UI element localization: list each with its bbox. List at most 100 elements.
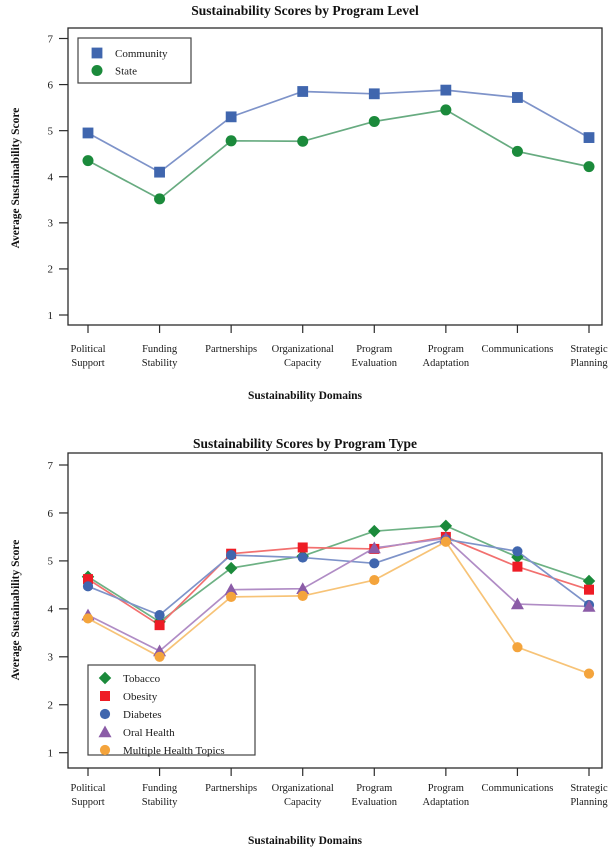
- x-tick-label: Program: [428, 783, 464, 794]
- data-point-state: [82, 155, 94, 167]
- x-tick-label: Support: [71, 797, 104, 808]
- x-tick-label: Support: [71, 358, 104, 369]
- x-tick-label: Strategic: [570, 783, 608, 794]
- series-line-obesity: [87, 536, 590, 627]
- data-point-tobacco: [439, 519, 453, 533]
- data-point-oral-health: [367, 541, 381, 554]
- series-line-oral-health: [87, 537, 590, 653]
- x-axis-title: Sustainability Domains: [247, 835, 363, 847]
- data-point-multiple-health-topics: [440, 536, 451, 547]
- x-tick-label: Evaluation: [352, 797, 398, 808]
- y-tick-label: 7: [48, 460, 54, 472]
- data-point-community: [368, 88, 380, 100]
- data-point-obesity: [512, 561, 523, 572]
- legend-label: Oral Health: [123, 727, 175, 739]
- data-point-obesity: [154, 620, 165, 631]
- data-point-oral-health: [296, 582, 310, 594]
- data-point-community: [512, 92, 523, 103]
- data-point-community: [82, 127, 94, 139]
- data-point-diabetes: [512, 546, 523, 557]
- y-tick-label: 1: [48, 310, 54, 322]
- x-tick-label: Evaluation: [352, 358, 398, 369]
- y-tick-label: 7: [48, 33, 54, 45]
- legend-marker-square: [100, 691, 110, 701]
- data-point-multiple-health-topics: [82, 613, 94, 624]
- data-point-oral-health: [224, 583, 238, 595]
- x-tick-label: Organizational: [272, 783, 334, 794]
- legend-box: [87, 664, 256, 756]
- x-tick-label: Program: [356, 783, 392, 794]
- legend-label: Diabetes: [123, 709, 161, 721]
- legend-label: Obesity: [123, 691, 158, 703]
- x-axis-title: Sustainability Domains: [247, 390, 363, 402]
- data-point-multiple-health-topics: [583, 668, 595, 679]
- y-axis-title: Average Sustainability Score: [10, 539, 22, 681]
- data-point-diabetes: [297, 552, 308, 563]
- legend-marker-circle: [99, 744, 111, 756]
- legend-marker-square: [91, 47, 103, 59]
- chart-title: Sustainability Scores by Program Level: [191, 3, 419, 18]
- data-point-diabetes: [369, 558, 380, 569]
- x-tick-label: Funding: [142, 344, 178, 355]
- data-point-community: [154, 166, 165, 178]
- y-tick-label: 2: [48, 264, 54, 276]
- x-tick-label: Partnerships: [205, 344, 257, 355]
- x-tick-label: Adaptation: [423, 358, 470, 369]
- data-point-multiple-health-topics: [369, 574, 380, 586]
- data-point-community: [583, 132, 595, 143]
- x-tick-label: Program: [356, 344, 392, 355]
- legend-marker-circle: [99, 708, 111, 720]
- data-point-state: [225, 135, 237, 147]
- series-line-state: [87, 109, 590, 200]
- y-tick-label: 1: [48, 748, 54, 760]
- series-line-multiple-health-topics: [87, 540, 590, 675]
- x-tick-label: Program: [428, 344, 464, 355]
- data-point-tobacco: [368, 524, 381, 538]
- data-point-obesity: [83, 574, 93, 585]
- program-level-chart: 1 2 3 4 5 6 7 Political Support Funding Stability P…: [0, 0, 610, 430]
- data-point-community: [225, 111, 237, 123]
- data-point-multiple-health-topics: [297, 590, 308, 602]
- x-tick-label: Capacity: [284, 797, 322, 808]
- data-point-oral-health: [582, 599, 596, 612]
- data-point-community: [440, 84, 452, 96]
- legend-label: State: [115, 66, 137, 78]
- data-point-state: [511, 145, 523, 157]
- legend-label: Tobacco: [123, 673, 161, 685]
- data-point-multiple-health-topics: [154, 651, 165, 662]
- data-point-state: [440, 104, 452, 116]
- x-tick-label: Political: [71, 344, 106, 355]
- legend-marker-triangle: [98, 725, 112, 738]
- data-point-diabetes: [226, 550, 237, 561]
- legend-marker-circle: [91, 64, 103, 77]
- program-level-plot: 1 2 3 4 5 6 7 Political Support Funding Stability P…: [48, 27, 608, 369]
- x-tick-label: Organizational: [272, 344, 334, 355]
- program-type-chart: 1 2 3 4 5 6 7 Political Support Funding Stability P…: [0, 430, 610, 861]
- x-tick-label: Stability: [142, 797, 178, 808]
- x-tick-label: Communications: [482, 783, 554, 794]
- x-tick-label: Partnerships: [205, 783, 257, 794]
- x-tick-label: Political: [71, 783, 106, 794]
- x-tick-label: Capacity: [284, 358, 322, 369]
- y-tick-label: 2: [48, 700, 54, 712]
- y-tick-label: 3: [48, 652, 54, 664]
- data-point-obesity: [584, 584, 594, 595]
- y-tick-label: 6: [48, 508, 54, 520]
- y-axis-title: Average Sustainability Score: [10, 107, 22, 249]
- program-type-plot: 1 2 3 4 5 6 7 Political Support Funding Stability P…: [48, 452, 608, 808]
- data-point-state: [154, 193, 166, 205]
- data-point-diabetes: [154, 609, 165, 621]
- data-point-state: [368, 115, 380, 127]
- chart-title: Sustainability Scores by Program Type: [192, 436, 418, 451]
- data-point-multiple-health-topics: [512, 642, 523, 653]
- data-point-oral-health: [510, 597, 524, 610]
- data-point-tobacco: [224, 561, 238, 575]
- data-point-multiple-health-topics: [226, 591, 237, 602]
- y-tick-label: 5: [48, 125, 54, 137]
- series-line-community: [87, 89, 590, 174]
- y-tick-label: 6: [48, 79, 54, 91]
- x-tick-label: Communications: [482, 344, 554, 355]
- y-tick-label: 4: [48, 604, 54, 616]
- x-tick-label: Funding: [142, 783, 178, 794]
